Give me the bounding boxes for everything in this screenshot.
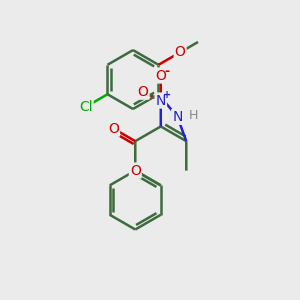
Text: O: O — [138, 85, 148, 99]
Text: O: O — [175, 45, 186, 59]
Text: H: H — [189, 109, 198, 122]
Text: N: N — [156, 94, 166, 107]
Text: Cl: Cl — [79, 100, 93, 114]
Text: O: O — [108, 122, 119, 136]
Text: O: O — [130, 164, 141, 178]
Text: -: - — [165, 64, 170, 78]
Text: N: N — [172, 110, 183, 124]
Text: +: + — [163, 90, 171, 100]
Text: O: O — [155, 68, 166, 83]
